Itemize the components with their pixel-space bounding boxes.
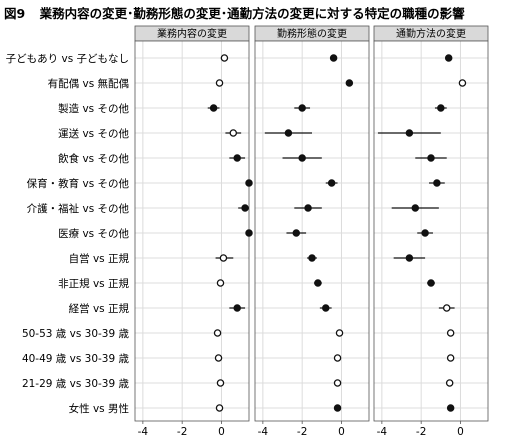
- point-estimate-open: [216, 279, 225, 287]
- point-estimate-filled: [421, 229, 429, 237]
- point-estimate-filled: [427, 154, 435, 162]
- point-estimate-open: [214, 354, 223, 362]
- point-estimate-filled: [314, 279, 322, 287]
- point-estimate-open: [219, 254, 228, 262]
- point-estimate-open: [335, 329, 344, 337]
- x-tick-label: 0: [218, 426, 225, 438]
- figure-title: 業務内容の変更･勤務形態の変更･通勤方法の変更に対する特定の職種の影響: [39, 6, 465, 21]
- panel-title: 勤務形態の変更: [277, 27, 347, 40]
- point-estimate-filled: [437, 104, 445, 112]
- panel-background: [374, 41, 488, 421]
- point-estimate-filled: [427, 279, 435, 287]
- x-tick-label: 0: [338, 426, 345, 438]
- row-label: 非正規 vs 正規: [58, 278, 129, 290]
- point-estimate-filled: [233, 154, 241, 162]
- point-estimate-open: [213, 329, 222, 337]
- point-estimate-filled: [304, 204, 312, 212]
- figure-number: 図9: [4, 6, 26, 21]
- point-estimate-filled: [308, 254, 316, 262]
- point-estimate-open: [215, 79, 224, 87]
- row-label: 自営 vs 正規: [69, 252, 130, 265]
- panel-title: 通勤方法の変更: [396, 27, 466, 40]
- panel-1: 業務内容の変更 -4 -2 0: [134, 25, 253, 438]
- row-label: 製造 vs その他: [58, 102, 129, 115]
- x-tick-label: -4: [258, 426, 269, 438]
- point-estimate-filled: [298, 104, 306, 112]
- point-estimate-filled: [322, 304, 330, 312]
- point-estimate-filled: [329, 54, 338, 62]
- point-estimate-filled: [292, 229, 301, 237]
- row-label: 保育・教育 vs その他: [27, 177, 130, 190]
- point-estimate-filled: [411, 204, 420, 212]
- point-estimate-open: [442, 304, 451, 312]
- point-estimate-open: [215, 404, 224, 412]
- point-estimate-filled: [209, 104, 218, 112]
- row-label: 40-49 歳 vs 30-39 歳: [22, 353, 130, 365]
- panel-background: [255, 41, 369, 421]
- panel-background: [135, 41, 249, 421]
- x-tick-label: -2: [297, 426, 307, 438]
- point-estimate-filled: [333, 404, 342, 412]
- point-estimate-filled: [327, 179, 336, 187]
- row-label: 飲食 vs その他: [58, 152, 129, 165]
- row-label: 運送 vs その他: [58, 127, 129, 140]
- point-estimate-filled: [444, 54, 453, 62]
- point-estimate-filled: [446, 404, 455, 412]
- row-label: 女性 vs 男性: [69, 402, 129, 415]
- point-estimate-filled: [233, 304, 241, 312]
- x-tick-label: -4: [138, 426, 149, 438]
- panel-frame: [373, 40, 489, 422]
- point-estimate-filled: [245, 179, 253, 187]
- panel-title: 業務内容の変更: [157, 27, 227, 40]
- chart-title: 図9 業務内容の変更･勤務形態の変更･通勤方法の変更に対する特定の職種の影響: [4, 3, 465, 22]
- point-estimate-open: [446, 354, 455, 362]
- x-tick-label: -2: [177, 426, 187, 438]
- x-tick-label: -4: [377, 426, 388, 438]
- row-label: 経営 vs 正規: [69, 302, 130, 315]
- row-label: 21-29 歳 vs 30-39 歳: [22, 378, 130, 390]
- point-estimate-open: [458, 79, 467, 87]
- point-estimate-filled: [245, 229, 253, 237]
- point-estimate-open: [220, 54, 229, 62]
- row-label: 介護・福祉 vs その他: [27, 202, 130, 215]
- point-estimate-filled: [298, 154, 306, 162]
- row-label: 医療 vs その他: [58, 227, 129, 240]
- point-estimate-open: [446, 329, 455, 337]
- point-estimate-open: [229, 129, 238, 137]
- point-estimate-open: [333, 379, 342, 387]
- point-estimate-filled: [405, 129, 414, 137]
- point-estimate-open: [333, 354, 342, 362]
- point-estimate-open: [216, 379, 225, 387]
- point-estimate-filled: [405, 254, 414, 262]
- point-estimate-filled: [345, 79, 354, 87]
- panel-3: 通勤方法の変更 -4 -2 0: [373, 25, 489, 438]
- point-estimate-open: [445, 379, 454, 387]
- x-tick-label: -2: [416, 426, 426, 438]
- panel-frame: [254, 40, 370, 422]
- point-estimate-filled: [433, 179, 441, 187]
- row-label: 有配偶 vs 無配偶: [48, 77, 129, 90]
- panel-2: 勤務形態の変更 -4 -2 0: [254, 25, 370, 438]
- row-label: 子どもあり vs 子どもなし: [6, 53, 129, 65]
- x-tick-label: 0: [457, 426, 464, 438]
- point-estimate-filled: [284, 129, 293, 137]
- point-estimate-filled: [241, 204, 249, 212]
- row-label: 50-53 歳 vs 30-39 歳: [22, 328, 130, 340]
